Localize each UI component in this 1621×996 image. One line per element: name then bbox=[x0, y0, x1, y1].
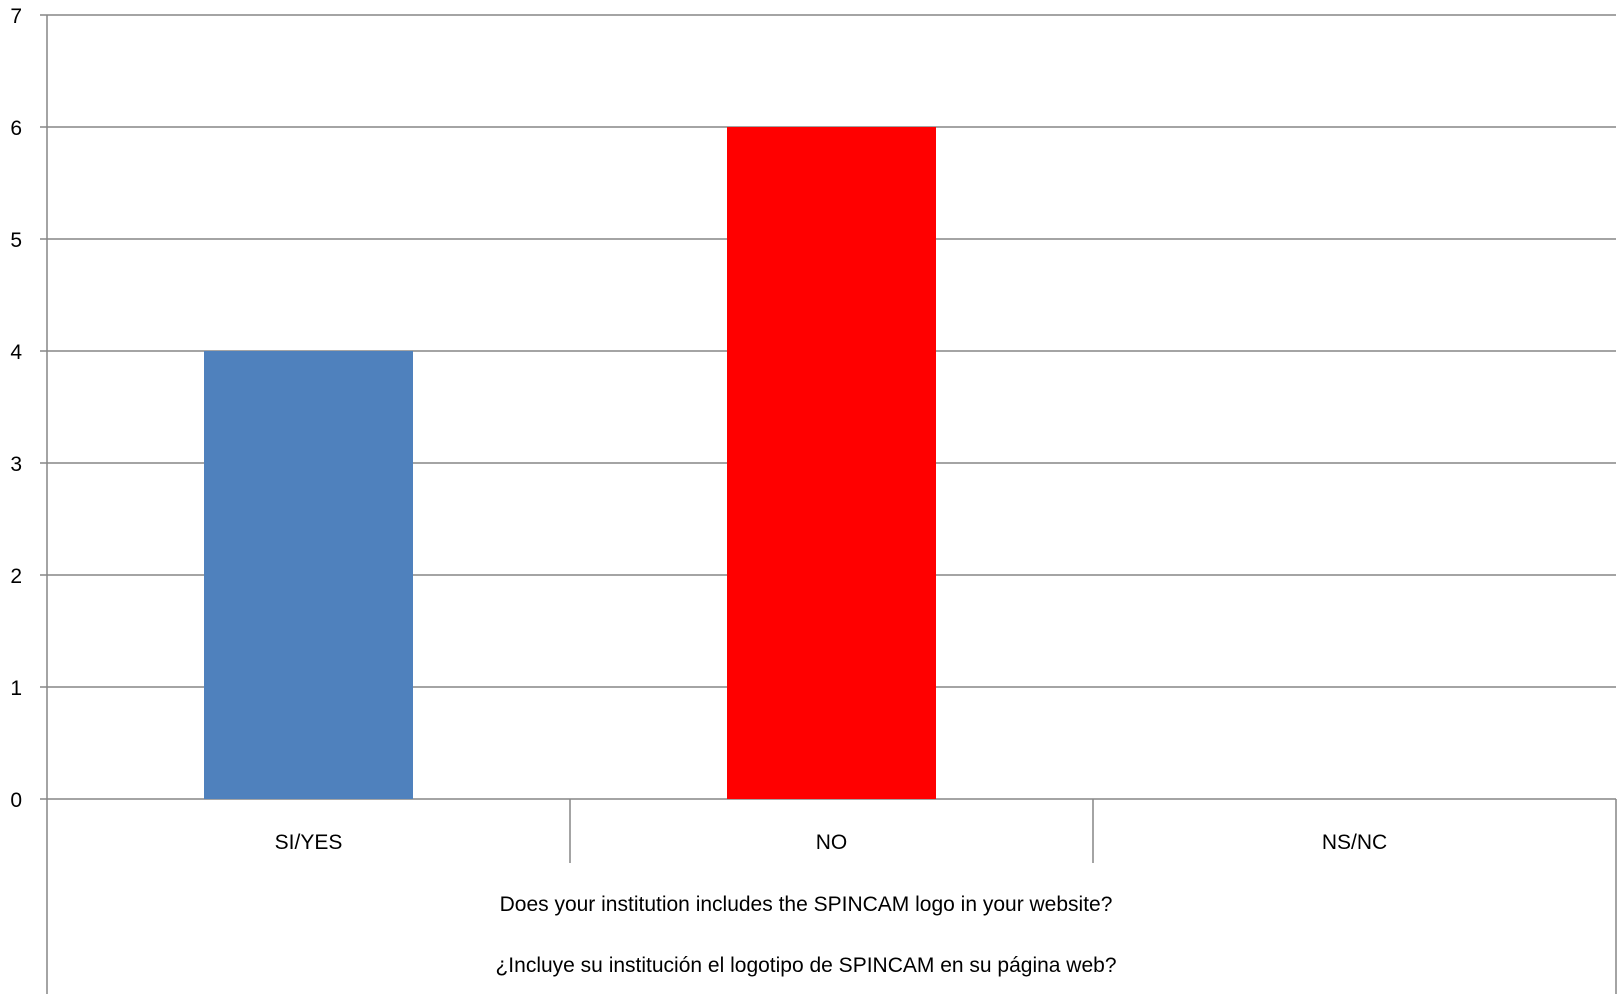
y-tick-label-4: 4 bbox=[10, 341, 22, 364]
y-tick-label-6: 6 bbox=[10, 117, 22, 140]
y-tick-label-7: 7 bbox=[10, 5, 22, 28]
y-tick-label-1: 1 bbox=[10, 677, 22, 700]
x-axis-categories: SI/YES NO NS/NC bbox=[275, 831, 1388, 854]
category-label-ns-nc: NS/NC bbox=[1322, 831, 1387, 854]
category-label-no: NO bbox=[816, 831, 848, 854]
category-label-si-yes: SI/YES bbox=[275, 831, 343, 854]
axes bbox=[46, 15, 1617, 994]
y-tick-label-0: 0 bbox=[10, 789, 22, 812]
y-axis-ticks: 0 1 2 3 4 5 6 7 bbox=[10, 5, 47, 812]
bar-si-yes bbox=[204, 351, 413, 799]
y-tick-label-2: 2 bbox=[10, 565, 22, 588]
y-tick-label-3: 3 bbox=[10, 453, 22, 476]
x-axis-label-es: ¿Incluye su institución el logotipo de S… bbox=[495, 954, 1116, 977]
bars bbox=[204, 127, 936, 799]
bar-no bbox=[727, 127, 936, 799]
x-axis-label-en: Does your institution includes the SPINC… bbox=[500, 893, 1113, 916]
y-tick-label-5: 5 bbox=[10, 229, 22, 252]
